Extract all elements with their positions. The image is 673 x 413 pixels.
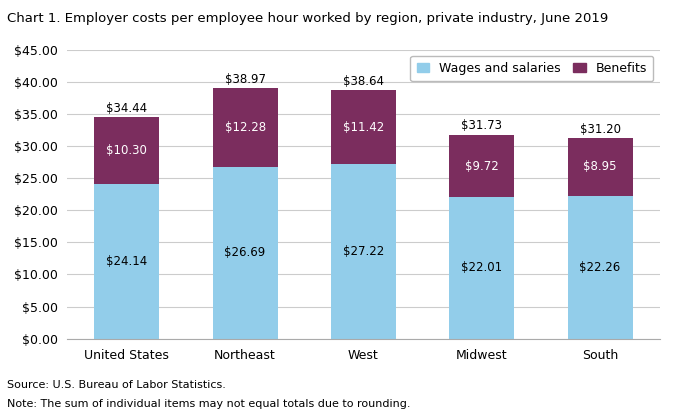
Bar [449, 197, 514, 339]
Bar [567, 138, 633, 196]
Text: $22.01: $22.01 [461, 261, 502, 275]
Text: $24.14: $24.14 [106, 255, 147, 268]
Bar [567, 196, 633, 339]
Text: $31.20: $31.20 [579, 123, 621, 135]
Text: $34.44: $34.44 [106, 102, 147, 115]
Text: $26.69: $26.69 [225, 247, 266, 259]
Legend: Wages and salaries, Benefits: Wages and salaries, Benefits [411, 56, 653, 81]
Text: $9.72: $9.72 [465, 159, 499, 173]
Bar [213, 167, 278, 339]
Text: $27.22: $27.22 [343, 245, 384, 258]
Text: $12.28: $12.28 [225, 121, 266, 134]
Text: Note: The sum of individual items may not equal totals due to rounding.: Note: The sum of individual items may no… [7, 399, 411, 409]
Text: $38.64: $38.64 [343, 75, 384, 88]
Bar [94, 183, 160, 339]
Bar [94, 117, 160, 183]
Text: $31.73: $31.73 [461, 119, 502, 132]
Bar [331, 90, 396, 164]
Text: $38.97: $38.97 [225, 73, 266, 86]
Text: Source: U.S. Bureau of Labor Statistics.: Source: U.S. Bureau of Labor Statistics. [7, 380, 225, 390]
Bar [449, 135, 514, 197]
Text: $8.95: $8.95 [583, 160, 617, 173]
Text: $11.42: $11.42 [343, 121, 384, 133]
Bar [331, 164, 396, 339]
Text: Chart 1. Employer costs per employee hour worked by region, private industry, Ju: Chart 1. Employer costs per employee hou… [7, 12, 608, 25]
Text: $22.26: $22.26 [579, 261, 621, 274]
Text: $10.30: $10.30 [106, 144, 147, 157]
Bar [213, 88, 278, 167]
